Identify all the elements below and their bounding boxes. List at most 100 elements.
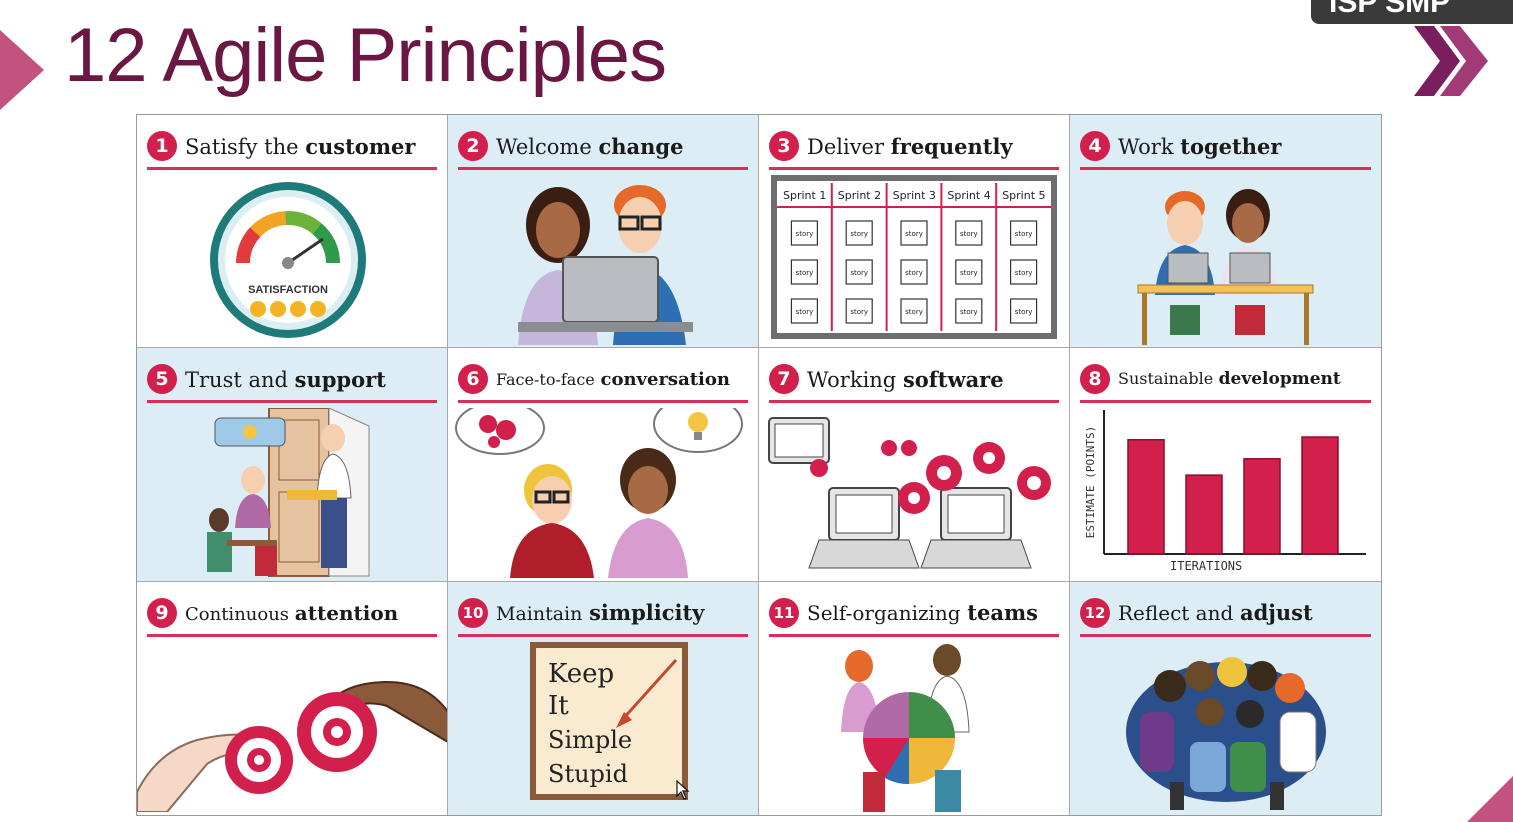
principle-header: 8 Sustainable development — [1080, 358, 1371, 404]
number-badge: 8 — [1080, 364, 1110, 395]
number-badge: 11 — [769, 597, 799, 628]
principles-grid: 1 Satisfy the customer SATISFACTION 2 We… — [136, 114, 1382, 816]
sprint-label: Sprint 4 — [947, 189, 990, 202]
story-card — [1010, 298, 1038, 324]
team-huddle-illustration — [1126, 656, 1326, 810]
story-card — [900, 220, 928, 246]
number-badge: 5 — [147, 364, 177, 395]
story-label: story — [796, 230, 814, 238]
story-card — [845, 259, 873, 285]
principle-header: 12 Reflect and adjust — [1080, 592, 1371, 637]
number-badge: 4 — [1080, 131, 1110, 161]
chart-bar — [1185, 474, 1223, 556]
story-label: story — [960, 308, 978, 316]
principle-card-5: 5 Trust and support — [137, 348, 448, 582]
principle-title: Face-to-face conversation — [496, 368, 730, 390]
story-card — [1010, 220, 1038, 246]
left-arrow-decoration — [0, 30, 44, 110]
story-label: story — [1015, 230, 1033, 238]
story-label: story — [1015, 308, 1033, 316]
kiss-line-3: Simple — [548, 726, 632, 754]
principle-title: Work together — [1118, 133, 1282, 159]
kiss-line-2: It — [548, 691, 569, 721]
story-card — [845, 298, 873, 324]
principle-card-7: 7 Working software — [759, 348, 1070, 582]
kiss-line-4: Stupid — [548, 760, 628, 788]
principle-header: 2 Welcome change — [458, 125, 748, 170]
story-label: story — [796, 308, 814, 316]
principle-title: Continuous attention — [185, 600, 399, 625]
story-label: story — [796, 269, 814, 277]
number-badge: 12 — [1080, 597, 1110, 628]
principle-header: 9 Continuous attention — [147, 592, 437, 637]
story-label: story — [960, 230, 978, 238]
principle-title: Trust and support — [185, 366, 386, 392]
principle-header: 7 Working software — [769, 358, 1059, 404]
principle-title: Sustainable development — [1118, 369, 1341, 390]
working-software-illustration — [768, 417, 1051, 569]
sustainable-development-chart: ESTIMATE (POINTS) ITERATIONS — [1084, 410, 1366, 573]
story-card — [900, 298, 928, 324]
story-label: story — [850, 230, 868, 238]
work-together-illustration — [1137, 189, 1314, 345]
principle-card-11: 11 Self-organizing teams — [759, 581, 1070, 815]
principle-header: 3 Deliver frequently — [769, 125, 1059, 170]
principle-header: 10 Maintain simplicity — [458, 592, 748, 637]
story-label: story — [850, 269, 868, 277]
chart-y-label: ESTIMATE (POINTS) — [1084, 426, 1097, 539]
principle-card-10: 10 Maintain simplicity Keep It Simple St… — [448, 581, 759, 815]
sprint-label: Sprint 5 — [1002, 189, 1045, 202]
principle-title: Working software — [807, 366, 1004, 392]
principle-title: Welcome change — [496, 133, 684, 159]
principle-card-2: 2 Welcome change — [448, 115, 759, 349]
principle-header: 4 Work together — [1080, 125, 1371, 170]
page-title: 12 Agile Principles — [64, 13, 667, 98]
principle-card-12: 12 Reflect and adjust — [1070, 581, 1381, 815]
number-badge: 3 — [769, 131, 799, 161]
story-label: story — [1015, 269, 1033, 277]
chevron-logo-icon — [1414, 26, 1488, 96]
chart-bar — [1243, 458, 1281, 556]
corner-triangle-decoration — [1467, 776, 1513, 822]
principle-title: Self-organizing teams — [807, 600, 1039, 626]
story-label: story — [960, 269, 978, 277]
conversation-illustration — [455, 408, 743, 579]
story-card — [955, 220, 983, 246]
story-card — [955, 298, 983, 324]
number-badge: 9 — [147, 597, 177, 628]
principle-header: 11 Self-organizing teams — [769, 592, 1059, 637]
puzzle-team-illustration — [841, 643, 970, 812]
sprint-board-illustration: Sprint 1 story story story Sprint 2 story stor… — [771, 175, 1057, 339]
corner-tab: ISP SMP — [1311, 0, 1513, 24]
story-card — [790, 298, 819, 324]
story-card — [790, 259, 819, 285]
principle-card-6: 6 Face-to-face conversation — [448, 348, 759, 582]
satisfaction-gauge-icon: SATISFACTION — [210, 182, 366, 338]
story-card — [955, 259, 983, 285]
number-badge: 1 — [147, 131, 177, 161]
sprint-label: Sprint 2 — [838, 189, 881, 202]
story-label: story — [905, 230, 923, 238]
chart-x-label: ITERATIONS — [1170, 559, 1242, 573]
principle-title: Deliver frequently — [807, 133, 1013, 159]
principle-header: 5 Trust and support — [147, 358, 437, 404]
principle-title: Reflect and adjust — [1118, 600, 1313, 626]
chart-bar — [1127, 439, 1165, 556]
story-card — [1010, 259, 1038, 285]
satisfaction-label: SATISFACTION — [248, 284, 328, 296]
story-label: story — [850, 308, 868, 316]
number-badge: 2 — [458, 131, 488, 161]
number-badge: 6 — [458, 364, 488, 395]
sprint-label: Sprint 1 — [783, 189, 826, 202]
kiss-line-1: Keep — [548, 659, 614, 689]
principle-card-8: 8 Sustainable development ESTIMATE (POIN… — [1070, 348, 1381, 582]
story-label: story — [905, 269, 923, 277]
principle-title: Satisfy the customer — [185, 133, 416, 159]
number-badge: 7 — [769, 364, 799, 395]
principle-card-9: 9 Continuous attention — [137, 581, 448, 815]
story-card — [900, 259, 928, 285]
trust-support-illustration — [207, 408, 370, 578]
principle-card-3: 3 Deliver frequently Sprint 1 story story s… — [759, 115, 1070, 349]
story-card — [845, 220, 873, 246]
mouse-cursor-icon — [676, 780, 690, 800]
